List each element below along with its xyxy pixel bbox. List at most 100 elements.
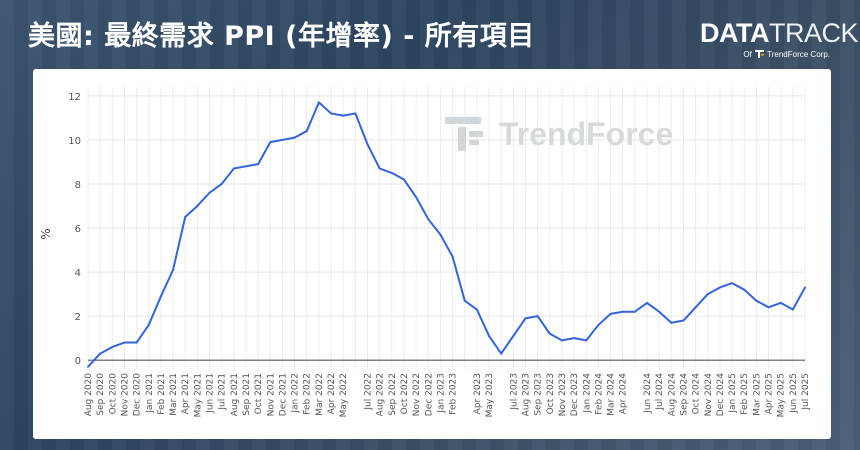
- x-tick-label: Nov 2023: [558, 373, 568, 416]
- y-tick-label: 4: [75, 268, 81, 279]
- data-point: [718, 286, 721, 289]
- x-tick-label: May 2025: [777, 373, 787, 417]
- x-tick-label: Aug 2022: [376, 373, 386, 416]
- x-tick-label: Oct 2021: [254, 373, 264, 414]
- x-tick-label: Mar 2025: [752, 373, 762, 416]
- data-point: [573, 337, 576, 340]
- page-title: 美國: 最終需求 PPI (年增率) - 所有項目: [28, 21, 535, 52]
- x-tick-label: Aug 2020: [84, 373, 94, 417]
- brand-name-bold: DATA: [700, 18, 769, 48]
- data-point: [269, 141, 272, 144]
- x-tick-label: Jan 2022: [291, 373, 301, 414]
- x-tick-label: Apr 2025: [765, 373, 775, 414]
- brand-logo: DATATRACK Of TrendForce Corp.: [700, 18, 859, 59]
- data-point: [767, 306, 770, 309]
- x-tick-label: Apr 2022: [327, 373, 337, 414]
- x-tick-label: Jul 2025: [801, 373, 811, 411]
- data-point: [779, 301, 782, 304]
- data-point: [330, 112, 333, 115]
- data-point: [402, 178, 405, 181]
- data-point: [500, 352, 503, 355]
- data-point: [293, 136, 296, 139]
- data-point: [196, 204, 199, 207]
- data-point: [184, 215, 187, 218]
- x-tick-label: Apr 2023: [473, 373, 483, 414]
- x-tick-label: Mar 2024: [607, 373, 617, 416]
- data-point: [682, 319, 685, 322]
- x-tick-label: Nov 2020: [120, 373, 130, 417]
- watermark-logo-icon: [445, 117, 483, 151]
- data-point: [244, 165, 247, 168]
- x-tick-label: Jun 2025: [789, 373, 799, 414]
- data-point: [646, 301, 649, 304]
- brand-name-light: TRACK: [768, 18, 859, 48]
- x-tick-label: Jan 2024: [582, 373, 592, 414]
- x-tick-label: Oct 2023: [546, 373, 556, 414]
- x-tick-label: Sep 2020: [96, 373, 106, 416]
- x-tick-label: May 2022: [339, 373, 349, 417]
- x-tick-label: Jun 2024: [643, 373, 653, 414]
- watermark: TrendForce: [445, 116, 673, 152]
- data-point: [220, 182, 223, 185]
- x-tick-label: Jul 2024: [655, 373, 665, 411]
- x-tick-label: Oct 2022: [400, 373, 410, 414]
- data-point: [524, 317, 527, 320]
- data-point: [560, 339, 563, 342]
- x-tick-label: Dec 2024: [716, 373, 726, 416]
- x-tick-label: Dec 2020: [133, 373, 143, 416]
- x-tick-label: Sep 2022: [388, 373, 398, 416]
- data-point: [111, 345, 114, 348]
- data-point: [281, 138, 284, 141]
- x-tick-label: Jul 2023: [509, 373, 519, 411]
- data-point: [378, 167, 381, 170]
- x-tick-label: Dec 2023: [570, 373, 580, 416]
- data-point: [743, 288, 746, 291]
- x-tick-label: Jan 2025: [728, 373, 738, 414]
- data-point: [232, 167, 235, 170]
- y-tick-label: 0: [75, 356, 81, 367]
- x-tick-label: Mar 2021: [169, 373, 179, 416]
- x-tick-label: Sep 2023: [534, 373, 544, 416]
- data-point: [585, 339, 588, 342]
- data-point: [694, 306, 697, 309]
- x-tick-label: Aug 2023: [521, 373, 531, 416]
- x-tick-label: Jan 2021: [145, 373, 155, 414]
- data-point: [305, 130, 308, 133]
- x-tick-label: Jan 2023: [436, 373, 446, 414]
- x-tick-label: Nov 2022: [412, 373, 422, 416]
- x-tick-label: Aug 2024: [667, 373, 677, 417]
- data-point: [147, 323, 150, 326]
- x-tick-label: Dec 2022: [424, 373, 434, 416]
- brand-of-label: Of: [743, 50, 752, 59]
- x-tick-label: May 2023: [485, 373, 495, 417]
- data-point: [731, 282, 734, 285]
- data-point: [354, 112, 357, 115]
- data-point: [123, 341, 126, 344]
- data-point: [488, 334, 491, 337]
- data-point: [463, 299, 466, 302]
- data-point: [439, 233, 442, 236]
- x-tick-label: Aug 2021: [230, 373, 240, 416]
- brand-name: DATATRACK: [700, 18, 859, 48]
- data-point: [548, 332, 551, 335]
- data-point: [208, 191, 211, 194]
- data-point: [87, 365, 89, 368]
- data-point: [342, 114, 345, 117]
- data-point: [159, 295, 162, 298]
- data-point: [317, 101, 320, 104]
- data-point: [804, 286, 806, 289]
- data-point: [390, 171, 393, 174]
- data-point: [670, 321, 673, 324]
- x-tick-label: Apr 2024: [619, 373, 629, 415]
- x-tick-label: Feb 2023: [449, 373, 459, 415]
- x-tick-label: Feb 2021: [157, 373, 167, 415]
- chart-card: TrendForce 0 2 4 6 8 10 12 Aug 2020 Sep 2020 Oct …: [33, 69, 831, 439]
- x-tick-label: Nov 2021: [266, 373, 276, 416]
- data-point: [135, 341, 138, 344]
- data-point: [706, 293, 709, 296]
- x-tick-label: Apr 2021: [181, 373, 191, 414]
- x-tick-label: Mar 2022: [315, 373, 325, 416]
- brand-corp-label: TrendForce Corp.: [767, 50, 830, 59]
- data-point: [257, 163, 260, 166]
- y-tick-label: 8: [75, 180, 81, 191]
